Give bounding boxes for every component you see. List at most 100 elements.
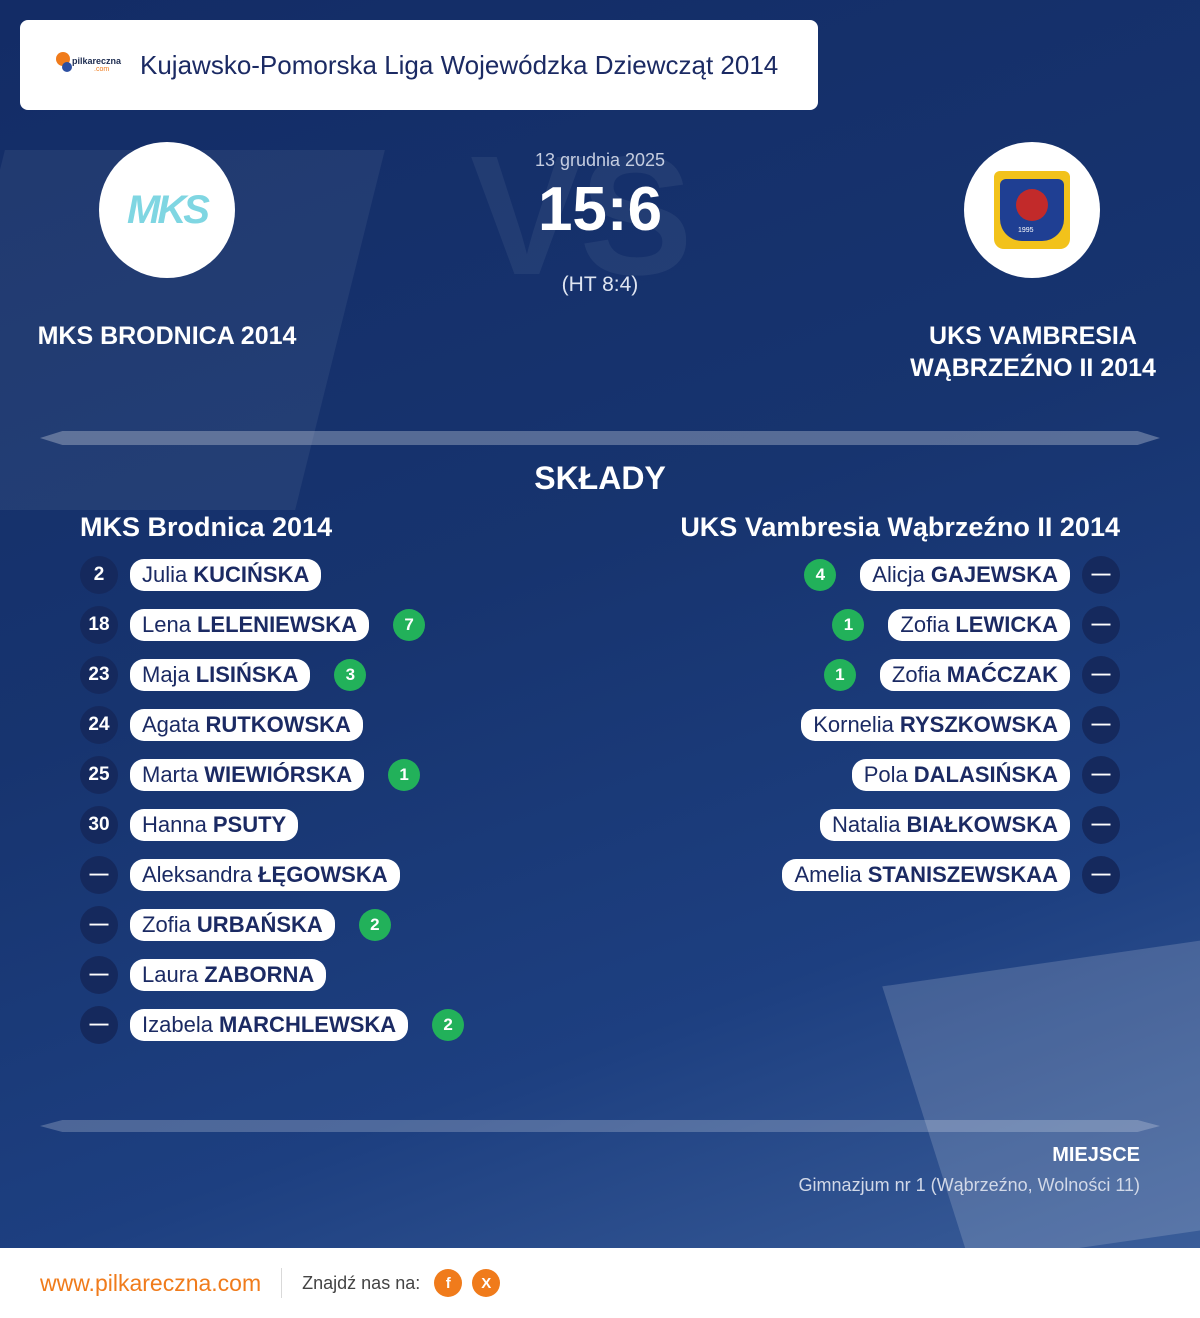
player-number: — [80,856,118,894]
facebook-icon[interactable]: f [434,1269,463,1297]
player-row[interactable]: — Aleksandra ŁĘGOWSKA [80,856,400,894]
player-row[interactable]: — Zofia URBAŃSKA 2 [80,906,391,944]
player-name[interactable]: Maja LISIŃSKA [130,659,311,691]
player-row[interactable]: — Izabela MARCHLEWSKA 2 [80,1006,465,1044]
player-row[interactable]: 25 Marta WIEWIÓRSKA 1 [80,756,421,794]
away-team-name-line1: UKS VAMBRESIA [929,322,1137,350]
player-first-name: Marta [142,762,199,787]
player-number: — [1082,606,1120,644]
player-name[interactable]: Agata RUTKOWSKA [130,709,363,741]
player-row[interactable]: 18 Lena LELENIEWSKA 7 [80,606,426,644]
player-first-name: Laura [142,962,199,987]
player-name[interactable]: Natalia BIAŁKOWSKA [819,809,1070,841]
decorative-shape [882,936,1200,1248]
player-row[interactable]: Amelia STANISZEWSKAA — [782,856,1120,894]
player-name[interactable]: Lena LELENIEWSKA [130,609,370,641]
player-row[interactable]: Pola DALASIŃSKA — [851,756,1120,794]
crest-icon: 1995 [994,171,1070,249]
player-row[interactable]: 4 Alicja GAJEWSKA — [804,556,1120,594]
player-last-name: ZABORNA [204,962,315,987]
goals-badge: 4 [804,559,837,591]
player-row[interactable]: 2 Julia KUCIŃSKA [80,556,322,594]
player-row[interactable]: 30 Hanna PSUTY [80,806,299,844]
goals-badge: 1 [832,609,865,641]
player-last-name: MARCHLEWSKA [218,1012,397,1037]
goals-badge: 2 [432,1009,465,1041]
player-name[interactable]: Zofia MAĆCZAK [879,659,1070,691]
player-first-name: Zofia [891,662,941,687]
player-last-name: ŁĘGOWSKA [258,862,388,887]
player-first-name: Hanna [142,812,207,837]
player-last-name: LEWICKA [955,612,1058,637]
ball-icon [62,62,72,72]
x-icon[interactable]: X [472,1269,501,1297]
divider [40,431,1160,445]
player-row[interactable]: 1 Zofia LEWICKA — [832,606,1120,644]
player-last-name: MAĆCZAK [946,662,1058,687]
player-row[interactable]: Natalia BIAŁKOWSKA — [819,806,1120,844]
goals-badge: 1 [388,759,421,791]
goals-badge: 1 [823,659,856,691]
player-first-name: Julia [142,562,188,587]
player-last-name: RYSZKOWSKA [899,712,1058,737]
player-last-name: BIAŁKOWSKA [906,812,1058,837]
player-number: — [1082,806,1120,844]
player-last-name: URBAŃSKA [196,912,323,937]
match-hero: pilkareczna .com Kujawsko-Pomorska Liga … [0,0,1200,1248]
player-first-name: Zofia [142,912,191,937]
away-team-name[interactable]: UKS VAMBRESIA WĄBRZEŹNO II 2014 [868,320,1198,384]
lineups-title: SKŁADY [534,460,666,496]
divider [40,1120,1160,1132]
away-team-name-line2: WĄBRZEŹNO II 2014 [910,354,1156,382]
player-name[interactable]: Kornelia RYSZKOWSKA [801,709,1070,741]
league-header[interactable]: pilkareczna .com Kujawsko-Pomorska Liga … [20,20,818,110]
footer-site-link[interactable]: www.pilkareczna.com [40,1269,262,1296]
player-number: 23 [80,656,118,694]
player-first-name: Aleksandra [142,862,253,887]
player-row[interactable]: — Laura ZABORNA [80,956,327,994]
player-row[interactable]: Kornelia RYSZKOWSKA — [801,706,1120,744]
player-number: — [80,1006,118,1044]
player-number: 30 [80,806,118,844]
player-name[interactable]: Izabela MARCHLEWSKA [130,1009,409,1041]
player-name[interactable]: Aleksandra ŁĘGOWSKA [130,859,400,891]
halftime-score: (HT 8:4) [561,273,639,296]
player-name[interactable]: Zofia URBAŃSKA [130,909,335,941]
player-row[interactable]: 24 Agata RUTKOWSKA [80,706,363,744]
player-last-name: RUTKOWSKA [205,712,351,737]
away-roster-title: UKS Vambresia Wąbrzeźno II 2014 [680,512,1120,542]
player-number: 24 [80,706,118,744]
player-name[interactable]: Pola DALASIŃSKA [851,759,1070,791]
player-name[interactable]: Marta WIEWIÓRSKA [130,759,365,791]
home-team-name[interactable]: MKS BRODNICA 2014 [37,322,297,350]
away-team-logo[interactable]: 1995 [964,142,1100,278]
player-number: — [1082,656,1120,694]
player-number: 2 [80,556,118,594]
player-last-name: STANISZEWSKAA [867,862,1058,887]
player-name[interactable]: Zofia LEWICKA [888,609,1070,641]
player-first-name: Agata [142,712,200,737]
player-name[interactable]: Laura ZABORNA [130,959,327,991]
player-row[interactable]: 1 Zofia MAĆCZAK — [823,656,1120,694]
player-last-name: WIEWIÓRSKA [204,762,353,787]
player-first-name: Amelia [794,862,862,887]
player-name[interactable]: Hanna PSUTY [130,809,299,841]
player-first-name: Alicja [872,562,925,587]
player-name[interactable]: Julia KUCIŃSKA [130,559,322,591]
venue-label: MIEJSCE [1052,1144,1140,1166]
home-team-logo[interactable]: MKS [99,142,235,278]
league-title: Kujawsko-Pomorska Liga Wojewódzka Dziewc… [140,49,779,80]
footer: www.pilkareczna.com Znajdź nas na: f X [0,1248,1200,1318]
goals-badge: 2 [358,909,391,941]
player-last-name: LISIŃSKA [195,662,299,687]
player-number: — [1082,756,1120,794]
player-number: — [1082,556,1120,594]
player-row[interactable]: 23 Maja LISIŃSKA 3 [80,656,367,694]
match-score: 15:6 [537,175,663,244]
player-name[interactable]: Alicja GAJEWSKA [860,559,1070,591]
match-date: 13 grudnia 2025 [534,150,666,170]
goals-badge: 7 [393,609,426,641]
player-name[interactable]: Amelia STANISZEWSKAA [782,859,1070,891]
player-number: — [80,956,118,994]
player-first-name: Kornelia [813,712,894,737]
